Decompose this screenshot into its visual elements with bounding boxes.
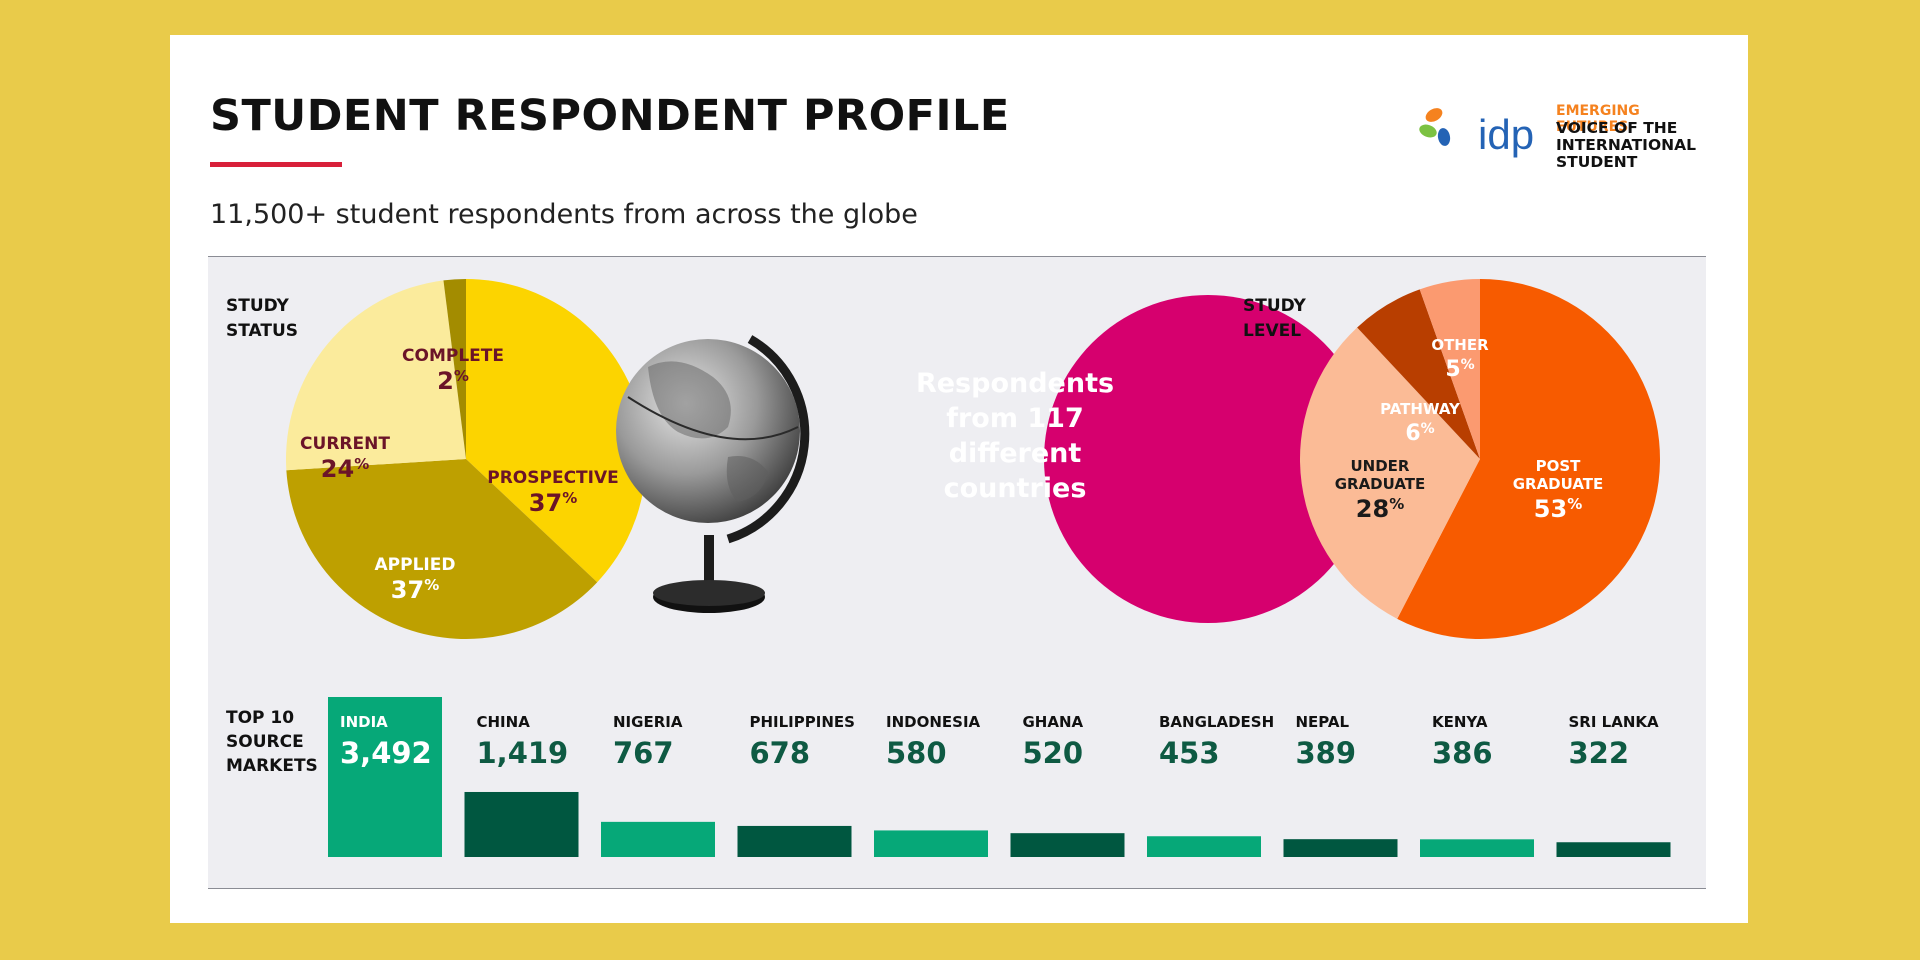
logo-tagline: VOICE OF THE INTERNATIONAL STUDENT	[1556, 120, 1716, 171]
countries-circle	[1044, 295, 1372, 623]
pie-slice-under-graduate	[1300, 327, 1480, 619]
page-title: STUDENT RESPONDENT PROFILE	[210, 91, 1010, 141]
source-markets-title: TOP 10	[226, 708, 294, 728]
pie-slice-current	[286, 280, 466, 471]
bar-value-label: 453	[1159, 736, 1220, 770]
page-subtitle: 11,500+ student respondents from across …	[210, 199, 918, 230]
bar-value-label: 520	[1023, 736, 1084, 770]
pie-slice-label: UNDER	[1351, 457, 1410, 475]
study-status-title: STATUS	[226, 321, 298, 341]
logo-tagline-line: INTERNATIONAL	[1556, 136, 1696, 154]
bar-category-label: PHILIPPINES	[750, 713, 855, 731]
bar-china	[464, 791, 579, 857]
pie-slice-label: COMPLETE	[402, 346, 504, 366]
pie-slice-complete	[443, 279, 466, 459]
source-markets-bars: INDIA 3,492 CHINA 1,419 NIGERIA 767 PHILIPPINE…	[328, 697, 1671, 857]
logo-tagline-line: VOICE OF THE	[1556, 119, 1678, 137]
pie-slice-value: 53%	[1534, 495, 1582, 523]
bar-category-label: INDIA	[340, 713, 388, 731]
pie-slice-value: 24%	[321, 455, 369, 483]
pie-slice-applied	[286, 459, 598, 639]
bar-nigeria	[601, 821, 715, 857]
bar-category-label: NIGERIA	[613, 713, 683, 731]
bar-value-label: 322	[1569, 736, 1630, 770]
pie-slice-value: 6%	[1405, 421, 1434, 446]
logo-tagline-top: EMERGING FUTURES	[1556, 103, 1640, 135]
pie-slice-value: 2%	[437, 367, 469, 395]
bar-value-label: 767	[613, 736, 674, 770]
bar-value-label: 678	[750, 736, 811, 770]
bar-bangladesh	[1147, 836, 1261, 857]
bar-category-label: KENYA	[1432, 713, 1488, 731]
bar-indonesia	[874, 830, 988, 857]
bar-ghana	[1010, 833, 1125, 857]
study-status-title: STUDY	[226, 296, 290, 316]
pie-slice-value: 37%	[391, 576, 439, 604]
countries-text-line: Respondents	[916, 368, 1114, 399]
pie-slice-pathway	[1357, 289, 1480, 459]
countries-text-line: countries	[944, 473, 1087, 504]
bar-category-label: BANGLADESH	[1159, 713, 1274, 731]
pie-slice-post-graduate	[1397, 279, 1660, 639]
study-level-title: STUDY	[1243, 296, 1307, 316]
pie-slice-label: PROSPECTIVE	[487, 468, 618, 488]
pie-slice-label: APPLIED	[375, 555, 456, 575]
bar-category-label: CHINA	[477, 713, 531, 731]
study-status-pie: PROSPECTIVE37%APPLIED37%CURRENT24%COMPLE…	[286, 279, 646, 639]
bar-india	[328, 697, 442, 857]
logo-tagline-line: STUDENT	[1556, 153, 1638, 171]
idp-wordmark: idp	[1478, 111, 1535, 158]
bar-philippines	[737, 825, 852, 857]
bar-value-label: 580	[886, 736, 947, 770]
pie-slice-prospective	[466, 279, 646, 583]
pie-slice-value: 5%	[1445, 357, 1474, 382]
bar-category-label: SRI LANKA	[1569, 713, 1660, 731]
bar-value-label: 389	[1296, 736, 1357, 770]
pie-slice-value: 28%	[1356, 495, 1404, 523]
pie-slice-label: GRADUATE	[1335, 475, 1426, 493]
infographic-card: STUDENT RESPONDENT PROFILE 11,500+ stude…	[170, 35, 1748, 923]
bar-category-label: GHANA	[1023, 713, 1084, 731]
pie-slice-label: OTHER	[1431, 336, 1489, 354]
bar-value-label: 1,419	[477, 736, 569, 770]
pie-slice-label: CURRENT	[300, 434, 390, 454]
idp-petals-icon	[1419, 108, 1451, 146]
pie-slice-label: POST	[1536, 457, 1582, 475]
idp-logo: idp EMERGING FUTURES VOICE OF THE INTERN…	[1416, 69, 1716, 171]
source-markets-title: MARKETS	[226, 756, 318, 776]
study-level-pie: POSTGRADUATE53%UNDERGRADUATE28%PATHWAY6%…	[1300, 279, 1660, 639]
charts-svg: STUDY STATUS PROSPECTIVE37%APPLIED37%CUR…	[226, 279, 1671, 857]
countries-text-line: different	[949, 438, 1082, 469]
bar-category-label: NEPAL	[1296, 713, 1350, 731]
pie-slice-other	[1419, 279, 1480, 459]
countries-text-line: from 117	[946, 403, 1084, 434]
globe-icon	[616, 295, 1372, 623]
pie-slice-label: PATHWAY	[1380, 400, 1461, 418]
bar-sri-lanka	[1556, 842, 1671, 857]
stats-panel: STUDY STATUS PROSPECTIVE 37% APPLIED 37% CUR…	[208, 256, 1706, 889]
pie-slice-label: GRADUATE	[1513, 475, 1604, 493]
study-level-title: LEVEL	[1243, 321, 1301, 341]
pie-slice-value: 37%	[529, 489, 577, 517]
bar-nepal	[1283, 839, 1398, 857]
bar-value-label: 3,492	[340, 736, 432, 770]
bar-category-label: INDONESIA	[886, 713, 981, 731]
title-underline	[210, 162, 342, 167]
bar-kenya	[1420, 839, 1534, 857]
bar-value-label: 386	[1432, 736, 1493, 770]
source-markets-title: SOURCE	[226, 732, 304, 752]
